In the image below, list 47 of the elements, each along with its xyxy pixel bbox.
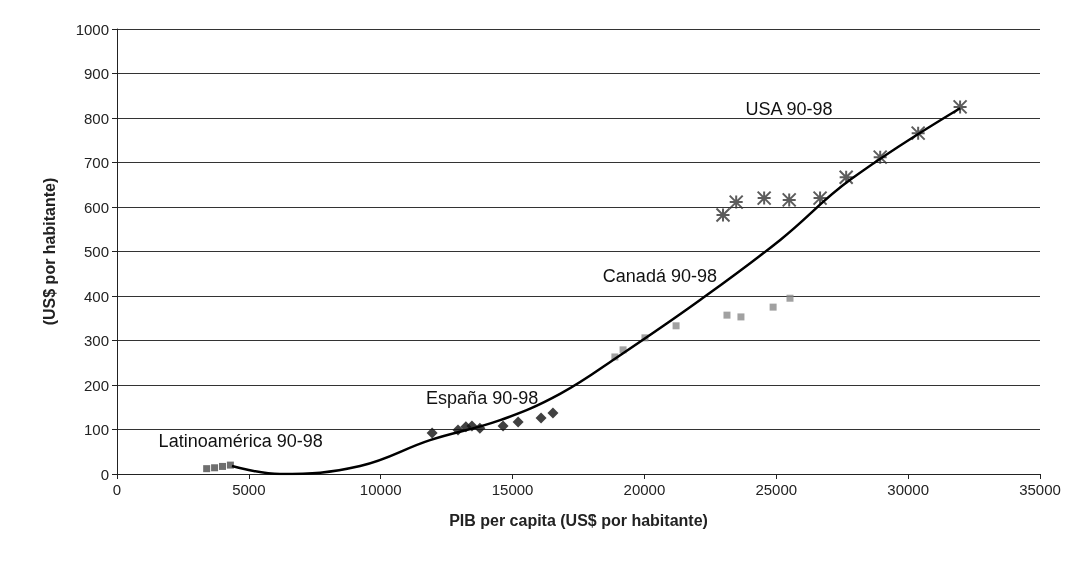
point [512,416,524,428]
point [728,194,744,210]
series-label: España 90-98 [426,388,539,409]
x-tick-label: 35000 [1019,481,1061,498]
point [715,207,731,223]
x-tick-label: 20000 [623,481,666,498]
point [218,462,226,470]
point [497,420,509,432]
point [737,313,745,321]
y-tick-label: 1000 [75,20,109,38]
point [812,190,828,206]
series-label: Canadá 90-98 [602,265,717,286]
point [952,99,968,115]
point [203,465,211,473]
y-tick-label: 100 [83,421,109,438]
text: USA 90-98 [745,99,833,120]
series-label: Latinoamérica 90-98 [158,430,323,451]
point [769,303,777,311]
y-tick-label: 700 [83,154,109,171]
point [910,125,926,141]
point [786,294,794,302]
x-axis-title: PIB per capita (US$ por habitante) [449,511,708,529]
point [535,412,547,424]
x-tick-label: 15000 [491,481,534,498]
y-tick-label: 200 [83,376,109,394]
y-axis-title: (US$ por habitante) [40,177,58,326]
x-tick-label: 5000 [232,481,266,498]
y-tick-label: 400 [83,287,109,305]
point [838,169,854,185]
y-tick-label: 800 [83,109,109,127]
point [426,427,438,439]
point [723,311,731,319]
x-tick-label: 25000 [755,481,798,498]
x-tick-label: 30000 [887,481,929,498]
point [672,322,680,330]
y-tick-label: 600 [83,198,109,216]
y-tick-label: 500 [83,243,109,260]
point [781,192,797,208]
point [756,190,772,206]
point [547,407,559,419]
y-tick-label: 300 [83,332,109,349]
x-tick-label: 0 [112,481,122,498]
y-tick-label: 0 [100,465,109,483]
point [211,464,219,472]
y-tick-label: 900 [83,65,109,82]
point [872,149,888,165]
x-tick-label: 10000 [359,481,402,498]
